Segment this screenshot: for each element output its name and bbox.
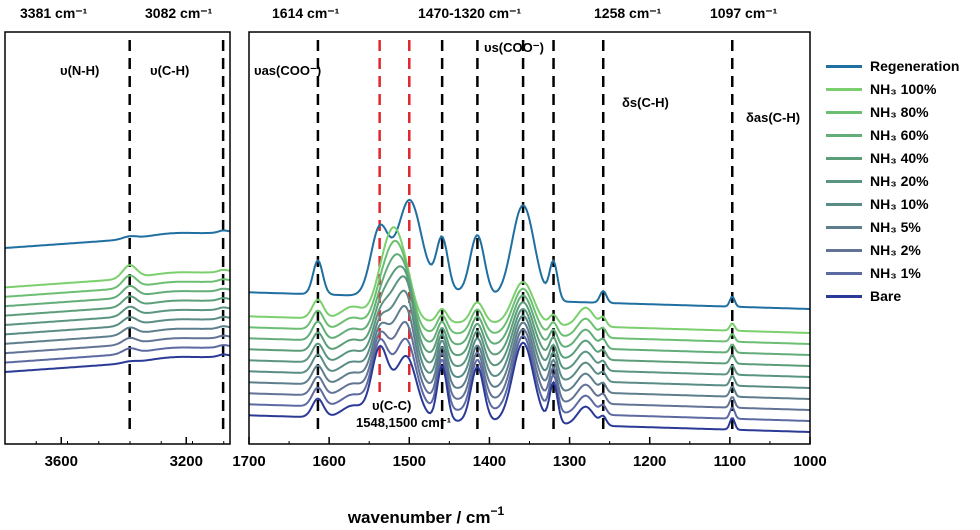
legend-label: NH₃ 2% — [870, 242, 921, 258]
legend-swatch — [826, 110, 862, 114]
legend-label: Regeneration — [870, 58, 960, 74]
legend-item-regeneration: Regeneration — [826, 56, 959, 76]
series-line-right — [248, 341, 810, 433]
legend-item-nh3-10: NH₃ 10% — [826, 194, 929, 214]
top-label-3381: 3381 cm⁻¹ — [20, 5, 88, 21]
annotation-nu-ch: υ(C-H) — [150, 63, 189, 78]
annotation-delta-s-ch: δs(C-H) — [622, 95, 669, 110]
legend-label: NH₃ 1% — [870, 265, 921, 281]
series-line-right — [248, 265, 810, 367]
tick-label: 1600 — [312, 453, 345, 470]
legend-label: NH₃ 20% — [870, 173, 929, 189]
legend-item-nh3-2: NH₃ 2% — [826, 240, 921, 260]
series-line-left — [4, 334, 231, 355]
top-label-3082: 3082 cm⁻¹ — [145, 5, 213, 21]
spectra-curves — [4, 198, 810, 433]
tick-label: 1000 — [793, 453, 826, 470]
legend-swatch — [826, 87, 862, 91]
top-label-1258: 1258 cm⁻¹ — [594, 5, 662, 21]
tick-label: 1400 — [473, 453, 506, 470]
legend-label: NH₃ 80% — [870, 104, 929, 120]
tick-label: 1100 — [714, 453, 747, 470]
x-axis-title-sup: −1 — [490, 504, 504, 518]
legend-label: NH₃ 5% — [870, 219, 921, 235]
tick-label: 1200 — [633, 453, 666, 470]
series-line-right — [248, 320, 810, 411]
series-line-left — [4, 344, 231, 364]
legend-item-nh3-60: NH₃ 60% — [826, 125, 929, 145]
tick-label: 3600 — [45, 453, 78, 470]
top-label-1614: 1614 cm⁻¹ — [272, 5, 340, 21]
series-line-left — [4, 264, 231, 289]
series-line-right — [248, 239, 810, 345]
tick-label: 3200 — [170, 453, 203, 470]
legend-label: NH₃ 10% — [870, 196, 929, 212]
top-label-1097: 1097 cm⁻¹ — [710, 5, 778, 21]
annotation-nu-as-coo: υas(COO⁻) — [254, 63, 321, 78]
x-axis-title-text: wavenumber / cm — [347, 508, 491, 527]
legend-label: NH₃ 40% — [870, 150, 929, 166]
legend-item-nh3-100: NH₃ 100% — [826, 79, 936, 99]
legend-swatch — [826, 64, 862, 68]
series-line-left — [4, 353, 231, 373]
annotation-delta-as-ch: δas(C-H) — [746, 110, 800, 125]
series-line-left — [4, 315, 231, 336]
series-line-right — [248, 226, 810, 334]
legend-label: NH₃ 60% — [870, 127, 929, 143]
series-line-right — [248, 198, 810, 310]
legend-item-nh3-5: NH₃ 5% — [826, 217, 921, 237]
legend-swatch — [826, 179, 862, 183]
tick-label: 1300 — [553, 453, 586, 470]
series-line-right — [248, 289, 810, 389]
legend-swatch — [826, 133, 862, 137]
legend-item-nh3-1: NH₃ 1% — [826, 263, 921, 283]
annotation-nu-s-coo: υs(COO⁻) — [484, 40, 544, 55]
legend-swatch — [826, 225, 862, 229]
series-line-right — [248, 334, 810, 422]
legend-item-nh3-80: NH₃ 80% — [826, 102, 929, 122]
annotation-nu-cc: υ(C-C) — [372, 398, 411, 413]
series-line-right — [248, 275, 810, 378]
band-annotations: υ(N-H) υ(C-H) υas(COO⁻) υs(COO⁻) δs(C-H)… — [60, 40, 800, 430]
annotation-nu-nh: υ(N-H) — [60, 63, 99, 78]
legend-label: Bare — [870, 288, 902, 304]
top-labels: 3381 cm⁻¹ 3082 cm⁻¹ 1614 cm⁻¹ 1470-1320 … — [20, 5, 778, 21]
legend-label: NH₃ 100% — [870, 81, 937, 97]
axis-ticks: 3600 3200 1700 1600 1500 1400 1300 1200 1100 1000 — [4, 437, 827, 470]
legend-swatch — [826, 202, 862, 206]
panel-frame — [4, 31, 231, 445]
legend-item-nh3-40: NH₃ 40% — [826, 148, 929, 168]
series-line-right — [248, 304, 810, 400]
legend-swatch — [826, 294, 862, 298]
x-axis-title: wavenumber / cm−1 — [347, 504, 505, 527]
legend-item-bare: Bare — [826, 286, 901, 306]
legend-swatch — [826, 156, 862, 160]
legend-item-nh3-20: NH₃ 20% — [826, 171, 929, 191]
series-line-left — [4, 229, 231, 249]
series-line-left — [4, 295, 231, 317]
tick-label: 1500 — [393, 453, 426, 470]
series-line-left — [4, 284, 231, 308]
legend-swatch — [826, 271, 862, 275]
legend-swatch — [826, 248, 862, 252]
tick-label: 1700 — [232, 453, 265, 470]
series-line-right — [248, 253, 810, 356]
series-line-left — [4, 305, 231, 326]
series-line-left — [4, 325, 231, 345]
top-label-1470-1320: 1470-1320 cm⁻¹ — [418, 5, 521, 21]
annotation-nu-cc-pos: 1548,1500 cm⁻¹ — [356, 415, 451, 430]
series-line-left — [4, 274, 231, 298]
